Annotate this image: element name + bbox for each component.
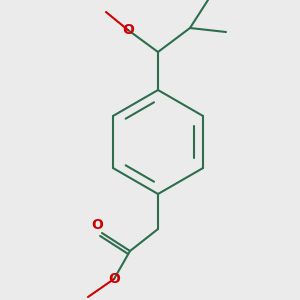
Text: O: O [108, 272, 120, 286]
Text: O: O [122, 23, 134, 37]
Text: O: O [91, 218, 103, 232]
